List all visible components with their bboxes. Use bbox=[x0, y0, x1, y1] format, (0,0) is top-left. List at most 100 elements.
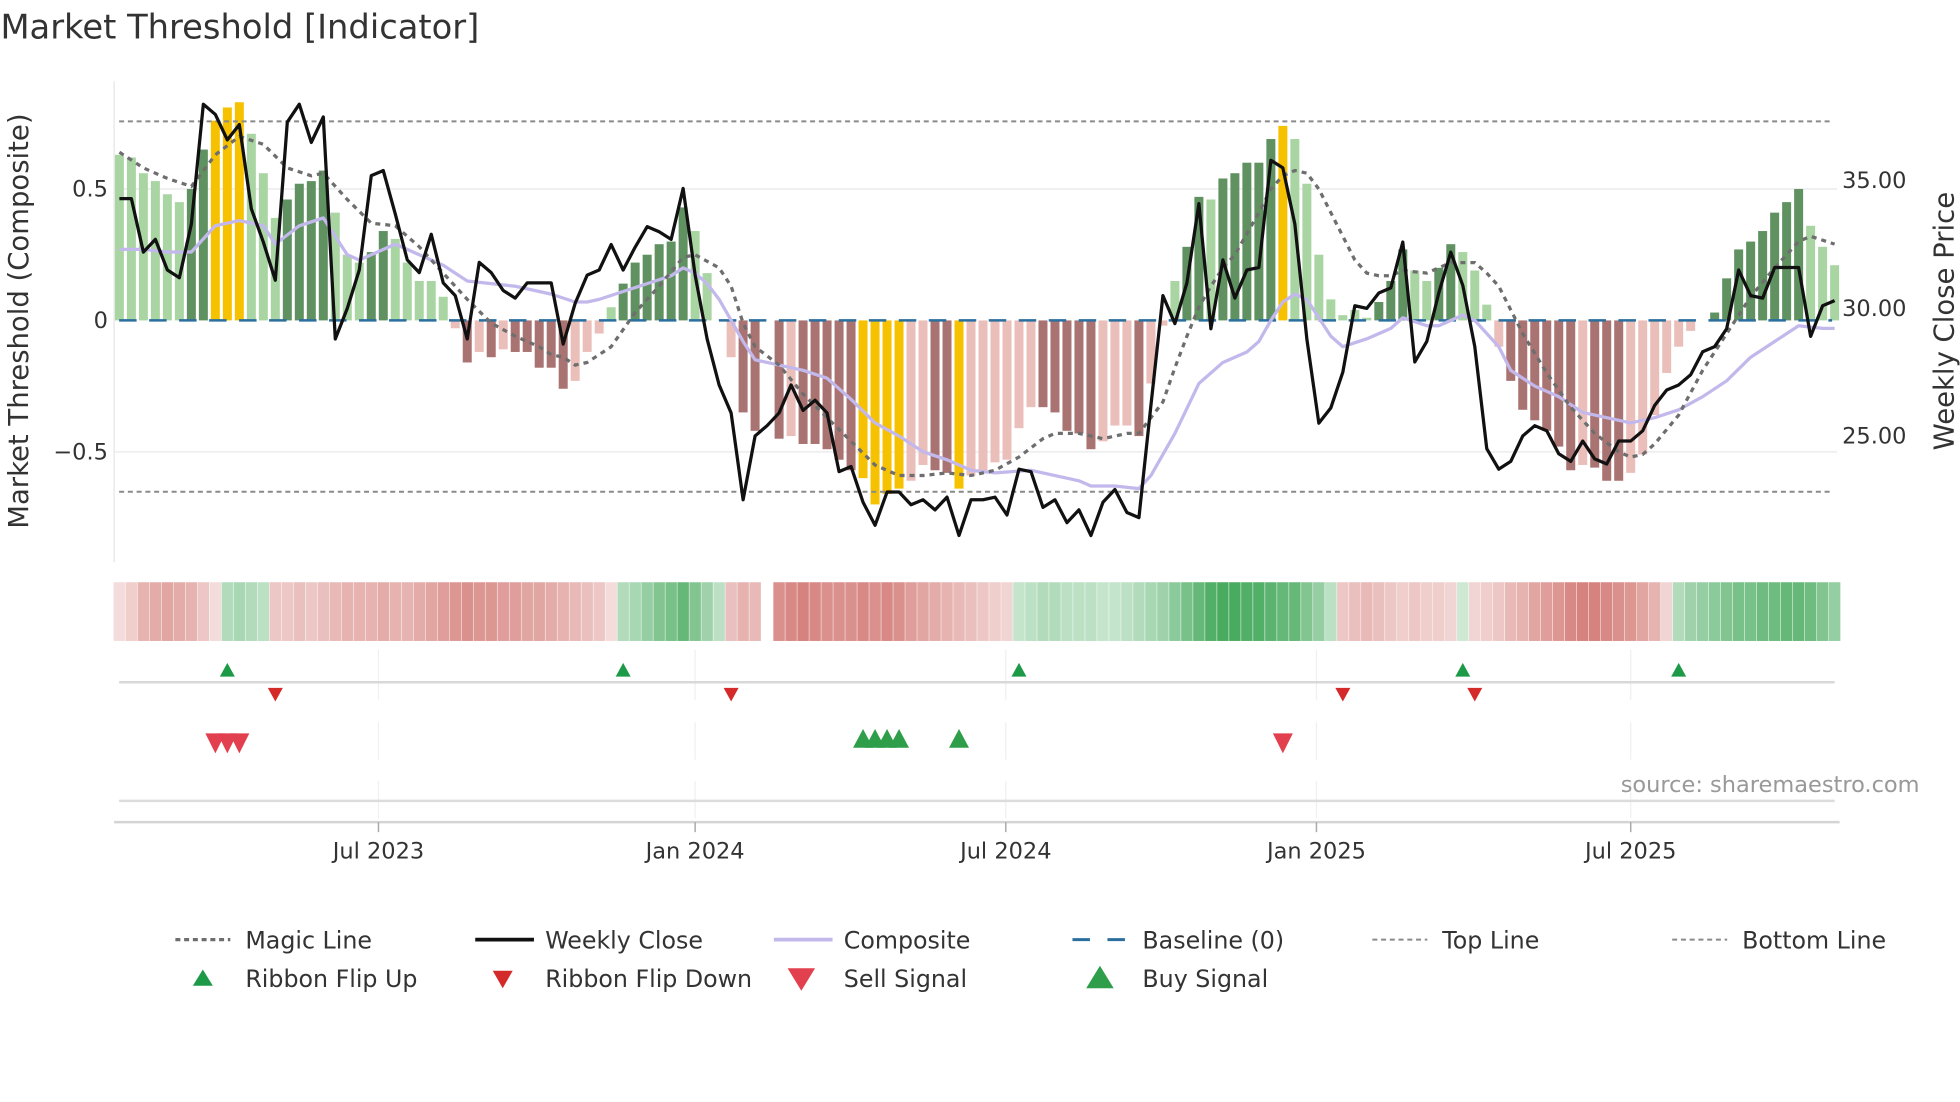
ribbon-cell bbox=[1588, 582, 1601, 641]
ribbon-cell bbox=[689, 582, 701, 641]
composite-bar bbox=[1122, 320, 1132, 426]
composite-bar bbox=[966, 320, 976, 476]
ribbon-cell bbox=[1205, 582, 1217, 641]
composite-bar bbox=[930, 320, 940, 471]
composite-bar bbox=[1734, 249, 1744, 321]
composite-bar bbox=[198, 149, 208, 321]
composite-bar bbox=[1422, 280, 1432, 321]
ribbon-cell bbox=[677, 582, 689, 641]
ribbon-cell bbox=[1481, 582, 1493, 641]
legend-label: Composite bbox=[844, 926, 971, 954]
ribbon-cell bbox=[1768, 582, 1781, 641]
ribbon-cell bbox=[1552, 582, 1565, 641]
ribbon-cell bbox=[1109, 582, 1121, 641]
ribbon-cell bbox=[1037, 582, 1049, 641]
y2-tick-label: 35.00 bbox=[1842, 168, 1906, 194]
ribbon-cell bbox=[1253, 582, 1265, 641]
chart-title: Market Threshold [Indicator] bbox=[0, 8, 479, 47]
ribbon-cell bbox=[953, 582, 965, 641]
composite-bar bbox=[1554, 320, 1564, 447]
legend-label: Baseline (0) bbox=[1142, 926, 1284, 954]
composite-bar bbox=[1242, 162, 1252, 321]
composite-bar bbox=[1758, 231, 1768, 321]
ribbon-flip-up-marker bbox=[615, 662, 631, 677]
x-tick-label: Jul 2024 bbox=[958, 838, 1051, 864]
composite-bar bbox=[1326, 299, 1336, 321]
composite-bar bbox=[582, 320, 592, 352]
x-tick-label: Jan 2025 bbox=[1265, 838, 1366, 864]
ribbon-cell bbox=[1073, 582, 1085, 641]
legend-label: Buy Signal bbox=[1142, 965, 1268, 993]
ribbon-flip-down-marker bbox=[1467, 687, 1483, 702]
series-lines bbox=[118, 102, 1836, 538]
composite-bar bbox=[378, 231, 388, 321]
x-ticks: Jul 2023 Jan 2024 Jul 2024 Jan 2025 Jul 2025 bbox=[114, 820, 1840, 864]
composite-bar bbox=[1506, 320, 1516, 381]
ribbon-cell bbox=[809, 582, 821, 641]
legend-sell-signal-icon bbox=[787, 968, 816, 991]
ribbon-cell bbox=[605, 582, 617, 641]
ribbon-cell bbox=[617, 582, 629, 641]
ribbon-cell bbox=[509, 582, 521, 641]
ribbon-flip-up-marker bbox=[1671, 662, 1687, 677]
ribbon-cell bbox=[1493, 582, 1505, 641]
composite-bar bbox=[858, 320, 868, 479]
composite-bar bbox=[1170, 280, 1180, 321]
ribbon-cell bbox=[881, 582, 893, 641]
composite-bar bbox=[1782, 202, 1792, 321]
ribbon-cell bbox=[1409, 582, 1421, 641]
composite-bar bbox=[1650, 320, 1660, 416]
composite-bar bbox=[1038, 320, 1048, 408]
composite-bar bbox=[1050, 320, 1060, 413]
composite-bar bbox=[1362, 317, 1372, 321]
ribbon-cell bbox=[317, 582, 330, 641]
ribbon-cell bbox=[653, 582, 665, 641]
composite-bar bbox=[1014, 320, 1024, 429]
composite-bar bbox=[1314, 254, 1324, 321]
composite-bar bbox=[114, 154, 124, 321]
ribbon-cell bbox=[569, 582, 581, 641]
gridlines bbox=[114, 188, 1838, 453]
legend-label: Sell Signal bbox=[844, 965, 967, 993]
legend-label: Magic Line bbox=[245, 926, 372, 954]
ribbon-cell bbox=[161, 582, 174, 641]
composite-bar bbox=[1350, 309, 1360, 321]
ribbon-cell bbox=[125, 582, 138, 641]
composite-bar bbox=[1110, 320, 1120, 426]
composite-bar bbox=[174, 202, 184, 321]
composite-bar bbox=[246, 133, 256, 321]
composite-bar bbox=[1146, 320, 1156, 384]
ribbon-strip bbox=[113, 582, 1841, 641]
ribbon-cell bbox=[1277, 582, 1289, 641]
ribbon-cell bbox=[665, 582, 677, 641]
composite-bar bbox=[1482, 304, 1492, 321]
y2-tick-label: 30.00 bbox=[1842, 296, 1906, 322]
ribbon-cell bbox=[941, 582, 953, 641]
x-tick-label: Jan 2024 bbox=[644, 838, 745, 864]
composite-bar bbox=[342, 254, 352, 321]
composite-bar bbox=[1098, 320, 1108, 442]
composite-bar bbox=[1062, 320, 1072, 431]
composite-bars bbox=[114, 102, 1840, 505]
ribbon-cell bbox=[785, 582, 797, 641]
composite-bar bbox=[1338, 315, 1348, 321]
composite-bar bbox=[702, 273, 712, 321]
ribbon-cell bbox=[545, 582, 557, 641]
composite-bar bbox=[486, 320, 496, 358]
ribbon-cell bbox=[1505, 582, 1517, 641]
composite-bar bbox=[222, 107, 232, 321]
ribbon-cell bbox=[1145, 582, 1157, 641]
composite-bar bbox=[390, 238, 400, 321]
composite-bar bbox=[1542, 320, 1552, 431]
ribbon-flip-down-marker bbox=[1335, 687, 1351, 702]
composite-bar bbox=[1218, 178, 1228, 321]
composite-bar bbox=[1710, 312, 1720, 321]
magic-line bbox=[118, 134, 1836, 478]
ribbon-cell bbox=[593, 582, 605, 641]
composite-bar bbox=[774, 320, 784, 439]
ribbon-cell bbox=[1193, 582, 1205, 641]
ribbon-cell bbox=[1229, 582, 1241, 641]
ribbon-cell bbox=[401, 582, 414, 641]
ribbon-cell bbox=[893, 582, 905, 641]
